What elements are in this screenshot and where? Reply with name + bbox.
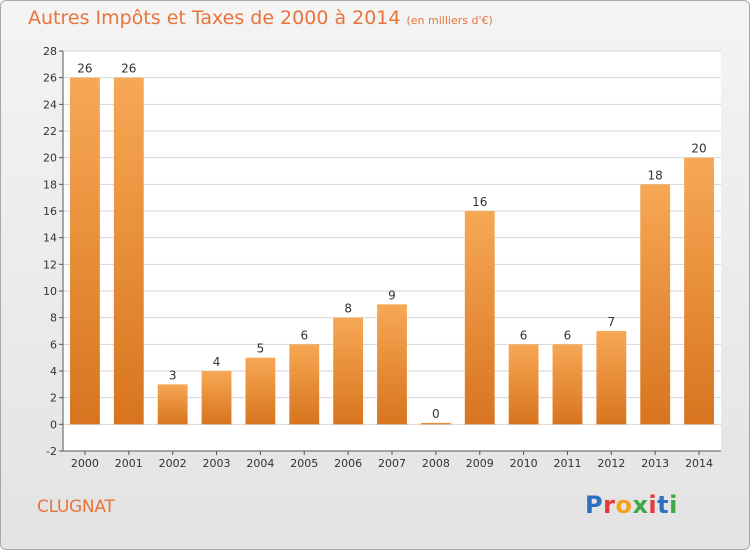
data-label-2000: 26 [77, 62, 92, 76]
x-tick-label-2011: 2011 [553, 457, 581, 470]
y-tick-label: 12 [43, 258, 57, 271]
data-label-2005: 6 [300, 328, 308, 342]
y-tick-label: -2 [46, 445, 57, 458]
x-tick-label-2000: 2000 [71, 457, 99, 470]
bar-2013 [640, 184, 671, 425]
chart-subtitle: (en milliers d'€) [406, 14, 493, 27]
y-tick-label: 20 [43, 152, 57, 165]
data-label-2001: 26 [121, 62, 136, 76]
data-label-2011: 6 [564, 328, 572, 342]
x-tick-label-2002: 2002 [159, 457, 187, 470]
x-tick-label-2004: 2004 [246, 457, 274, 470]
bar-2000 [70, 77, 100, 425]
y-tick-label: 10 [43, 285, 57, 298]
x-tick-label-2009: 2009 [466, 457, 494, 470]
bar-2012 [596, 331, 627, 425]
bar-2014 [684, 157, 714, 425]
bar-2009 [464, 211, 495, 425]
bar-2003 [201, 371, 232, 425]
bar-2004 [245, 357, 276, 425]
data-label-2002: 3 [169, 368, 177, 382]
data-label-2014: 20 [691, 142, 706, 156]
x-tick-label-2014: 2014 [685, 457, 713, 470]
x-tick-label-2005: 2005 [290, 457, 318, 470]
data-label-2009: 16 [472, 195, 487, 209]
data-label-2013: 18 [648, 168, 663, 182]
y-tick-label: 14 [43, 232, 57, 245]
y-tick-label: 26 [43, 72, 57, 85]
x-tick-label-2008: 2008 [422, 457, 450, 470]
y-tick-label: 18 [43, 178, 57, 191]
data-label-2010: 6 [520, 328, 528, 342]
x-tick-label-2001: 2001 [115, 457, 143, 470]
proxiti-logo: Proxiti [585, 491, 678, 519]
y-tick-label: 8 [50, 312, 57, 325]
data-label-2012: 7 [608, 315, 616, 329]
y-tick-label: 2 [50, 392, 57, 405]
bar-2010 [508, 344, 539, 425]
y-tick-label: 6 [50, 338, 57, 351]
bar-2002 [157, 384, 188, 425]
bar-2011 [552, 344, 583, 425]
x-tick-label-2003: 2003 [203, 457, 231, 470]
bar-2001 [113, 77, 144, 425]
data-label-2007: 9 [388, 288, 396, 302]
x-tick-label-2012: 2012 [597, 457, 625, 470]
x-tick-label-2006: 2006 [334, 457, 362, 470]
data-label-2004: 5 [257, 342, 265, 356]
y-tick-label: 24 [43, 98, 57, 111]
x-tick-label-2007: 2007 [378, 457, 406, 470]
y-tick-label: 16 [43, 205, 57, 218]
bar-2007 [377, 304, 407, 425]
place-name: CLUGNAT [37, 497, 115, 517]
data-label-2008: 0 [432, 407, 440, 421]
bar-2008 [420, 422, 451, 425]
x-tick-label-2010: 2010 [510, 457, 538, 470]
x-tick-label-2013: 2013 [641, 457, 669, 470]
y-tick-label: 0 [50, 418, 57, 431]
bar-2006 [333, 317, 364, 425]
bar-2005 [289, 344, 320, 425]
chart-title: Autres Impôts et Taxes de 2000 à 2014 (en… [28, 7, 493, 29]
data-label-2003: 4 [213, 355, 221, 369]
y-tick-label: 22 [43, 125, 57, 138]
y-tick-label: 28 [43, 45, 57, 58]
data-label-2006: 8 [344, 302, 352, 316]
y-tick-label: 4 [50, 365, 57, 378]
